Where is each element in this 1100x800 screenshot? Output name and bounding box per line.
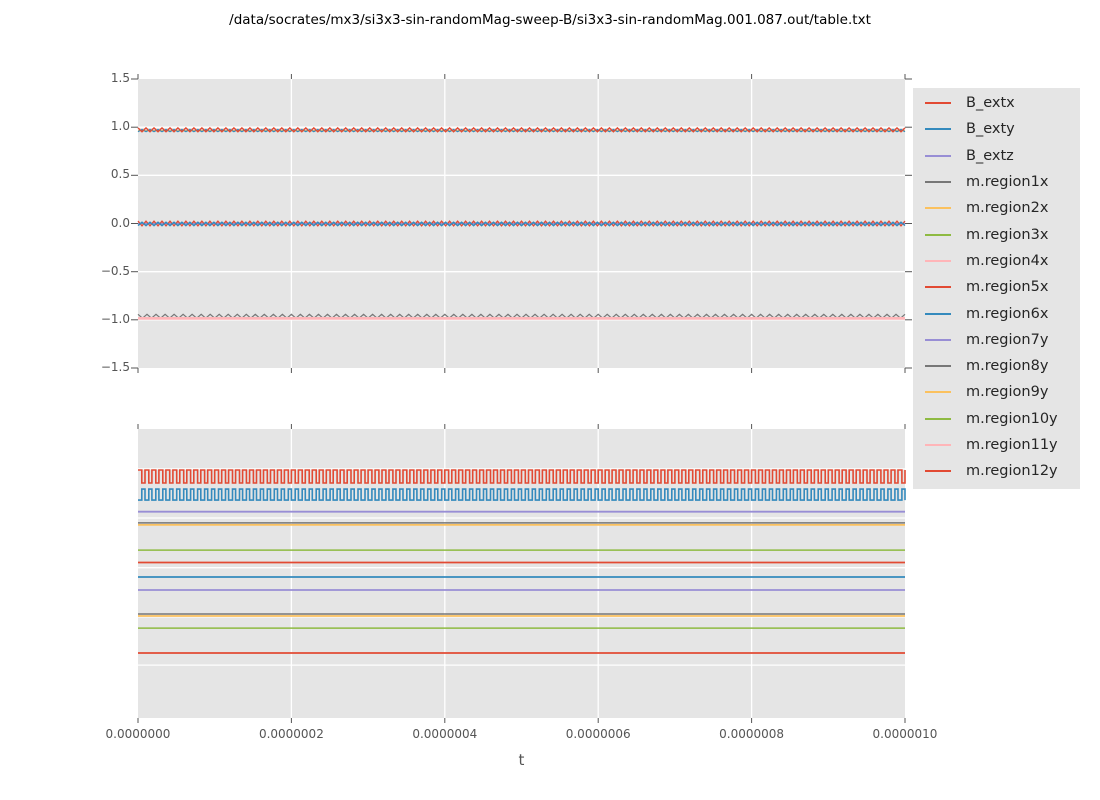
legend-line-sample: [925, 233, 951, 236]
legend-label: m.region11y: [966, 437, 1058, 453]
legend-item: m.region6x: [913, 300, 1080, 326]
x-tick-label: 0.0000008: [719, 727, 785, 741]
top-subplot-trace: [137, 221, 906, 227]
legend-line-sample: [925, 154, 951, 157]
y-tick-label: −1.5: [100, 360, 130, 374]
legend-line-sample: [925, 365, 951, 368]
x-tick-label: 0.0000000: [105, 727, 171, 741]
legend-item: m.region12y: [913, 458, 1080, 484]
legend-item: m.region3x: [913, 221, 1080, 247]
legend-item: m.region10y: [913, 406, 1080, 432]
legend-line-sample: [925, 181, 951, 184]
legend-label: m.region3x: [966, 226, 1049, 243]
legend-item: B_extx: [913, 90, 1080, 116]
bottom-subplot-data-traces: [138, 469, 906, 654]
legend-line-sample: [925, 417, 951, 420]
y-tick-label: 1.0: [110, 119, 130, 134]
legend-label: m.region2x: [966, 200, 1049, 217]
figure-title: /data/socrates/mx3/si3x3-sin-randomMag-s…: [229, 12, 871, 28]
x-tick-label: 0.0000004: [412, 727, 478, 741]
legend-label: m.region6x: [966, 305, 1049, 322]
x-tick-label: 0.0000002: [258, 727, 324, 741]
bottom-subplot-tick-marks: [137, 424, 906, 723]
x-tick-label: 0.0000010: [872, 727, 938, 741]
legend-item: m.region2x: [913, 195, 1080, 221]
legend-item: m.region9y: [913, 379, 1080, 405]
y-tick-label: −0.5: [100, 263, 130, 278]
legend-line-sample: [925, 470, 951, 473]
x-axis-label: t: [518, 751, 525, 769]
legend-item: B_exty: [913, 116, 1080, 142]
legend-line-sample: [925, 286, 951, 289]
top-subplot-trace: [137, 128, 906, 133]
legend-line-sample: [925, 444, 951, 446]
legend-line-sample: [925, 102, 951, 105]
legend-line-sample: [925, 207, 951, 210]
y-tick-label: 0.0: [110, 215, 130, 230]
top-subplot-trace: [137, 220, 906, 227]
bottom-subplot-trace: [138, 469, 906, 484]
legend-line-sample: [925, 312, 951, 315]
y-tick-label: 0.5: [110, 167, 130, 182]
legend-label: m.region4x: [966, 252, 1049, 269]
legend-label: m.region1x: [966, 174, 1049, 191]
y-tick-label: −1.0: [100, 311, 130, 326]
legend-label: m.region12y: [966, 463, 1058, 480]
legend-line-sample: [925, 128, 951, 131]
top-subplot-trace: [137, 126, 906, 133]
legend-line-sample: [925, 391, 951, 394]
bottom-subplot: [137, 424, 906, 723]
legend-item: m.region4x: [913, 248, 1080, 274]
legend-label: m.region5x: [966, 279, 1049, 296]
legend-item: m.region1x: [913, 169, 1080, 195]
legend-label: m.region7y: [966, 331, 1049, 348]
legend-item: m.region5x: [913, 274, 1080, 300]
top-subplot-tick-marks: [131, 74, 912, 373]
legend-label: m.region10y: [966, 410, 1058, 427]
y-tick-label: 1.5: [110, 71, 130, 85]
legend-label: B_extz: [966, 147, 1014, 164]
top-subplot: [131, 74, 912, 373]
legend-item: m.region7y: [913, 327, 1080, 353]
legend-label: B_exty: [966, 121, 1015, 138]
legend: B_extx B_exty B_extz m.region1x m.region2x m.…: [913, 88, 1080, 489]
top-subplot-data-traces: [137, 126, 906, 320]
legend-item: m.region8y: [913, 353, 1080, 379]
legend-label: B_extx: [966, 95, 1015, 112]
legend-item: m.region11y: [913, 432, 1080, 458]
legend-label: m.region9y: [966, 384, 1049, 401]
bottom-subplot-trace: [138, 488, 906, 501]
legend-line-sample: [925, 259, 951, 262]
x-tick-label: 0.0000006: [565, 727, 631, 741]
legend-line-sample: [925, 338, 951, 341]
legend-label: m.region8y: [966, 358, 1049, 375]
legend-item: B_extz: [913, 143, 1080, 169]
